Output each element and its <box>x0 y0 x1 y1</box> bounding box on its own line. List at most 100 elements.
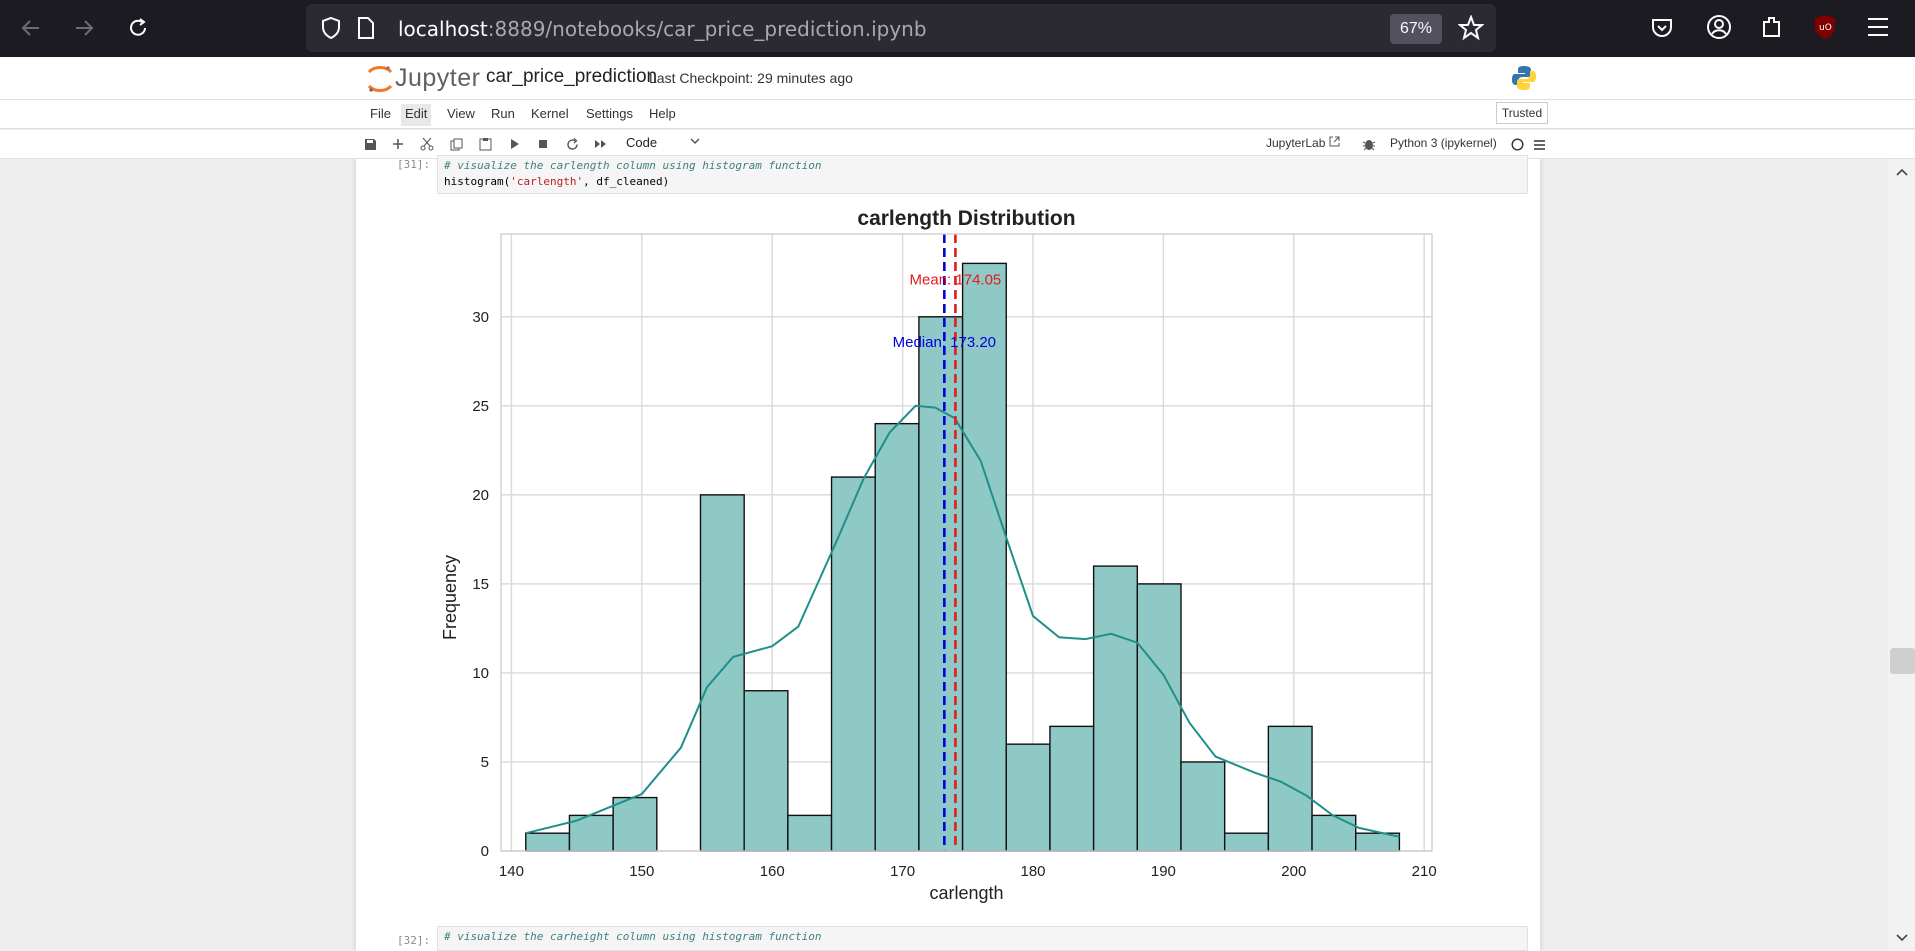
menu-kernel[interactable]: Kernel <box>531 106 569 121</box>
code-string: 'carlength' <box>510 175 584 188</box>
histogram-bar <box>1092 565 1139 852</box>
y-tick-label: 20 <box>472 487 489 504</box>
y-tick-label: 30 <box>472 309 489 326</box>
chevron-down-icon[interactable] <box>690 134 700 148</box>
restart-icon[interactable] <box>564 136 580 152</box>
y-axis-label: Frequency <box>440 555 460 640</box>
chart-title: carlength Distribution <box>857 207 1075 230</box>
y-tick-label: 5 <box>481 754 489 771</box>
jupyterlab-link-label: JupyterLab <box>1266 136 1326 150</box>
url-host: localhost <box>398 17 488 41</box>
histogram-output: carlength Distribution Mean: 174.05 Median… <box>420 200 1440 915</box>
menu-file[interactable]: File <box>370 106 391 121</box>
code-cell[interactable]: # visualize the carheight column using h… <box>437 926 1528 951</box>
x-tick-label: 160 <box>760 863 785 880</box>
histogram-bar <box>1180 761 1226 852</box>
url-path: :8889/notebooks/car_price_prediction.ipy… <box>487 17 927 41</box>
reload-icon[interactable] <box>120 10 156 46</box>
histogram-bar <box>1049 725 1095 852</box>
forward-icon[interactable] <box>66 10 102 46</box>
menu-run[interactable]: Run <box>491 106 515 121</box>
jupyter-logo-text[interactable]: Jupyter <box>395 64 481 92</box>
zoom-badge[interactable]: 67% <box>1390 14 1442 44</box>
x-tick-label: 210 <box>1412 863 1437 880</box>
histogram-chart: carlength Distribution Mean: 174.05 Median… <box>440 207 1437 903</box>
scroll-down-icon[interactable] <box>1895 930 1909 948</box>
trusted-badge[interactable]: Trusted <box>1496 102 1548 124</box>
mean-label: Mean: 174.05 <box>910 272 1002 289</box>
x-tick-label: 190 <box>1151 863 1176 880</box>
fast-forward-icon[interactable] <box>593 136 609 152</box>
copy-icon[interactable] <box>448 136 464 152</box>
browser-toolbar: localhost:8889/notebooks/car_price_predi… <box>0 0 1915 57</box>
add-cell-icon[interactable] <box>390 136 406 152</box>
jupyter-header: Jupyter car_price_prediction Last Checkp… <box>0 57 1915 99</box>
kernel-status-circle-icon <box>1511 138 1524 156</box>
url-bar[interactable]: localhost:8889/notebooks/car_price_predi… <box>306 4 1496 52</box>
median-label: Median: 173.20 <box>893 334 996 351</box>
menu-view[interactable]: View <box>447 106 475 121</box>
cell-prompt: [31]: <box>397 158 431 171</box>
run-icon[interactable] <box>507 136 523 152</box>
histogram-bar <box>1311 814 1357 852</box>
histogram-bar <box>787 814 833 852</box>
menu-settings[interactable]: Settings <box>586 106 633 121</box>
code-cell[interactable]: # visualize the carlength column using h… <box>437 155 1528 194</box>
scroll-thumb[interactable] <box>1890 648 1915 674</box>
url-text[interactable]: localhost:8889/notebooks/car_price_predi… <box>398 17 927 41</box>
y-tick-label: 10 <box>472 665 489 682</box>
histogram-bar <box>1223 832 1270 852</box>
histogram-bar <box>699 494 745 852</box>
ublock-icon[interactable]: uO <box>1813 13 1837 46</box>
histogram-bar <box>874 422 920 852</box>
jupyter-logo-icon[interactable] <box>366 66 394 97</box>
app-menu-icon[interactable] <box>1866 16 1890 43</box>
x-tick-label: 200 <box>1281 863 1306 880</box>
notebook-title[interactable]: car_price_prediction <box>486 66 658 87</box>
page-icon[interactable] <box>356 16 376 45</box>
paste-icon[interactable] <box>477 136 493 152</box>
histogram-bar <box>612 796 658 852</box>
menu-edit[interactable]: Edit <box>401 104 432 126</box>
debugger-bug-icon[interactable] <box>1362 137 1376 156</box>
cell-prompt: [32]: <box>397 934 431 947</box>
shield-icon[interactable] <box>320 16 342 45</box>
code-comment: # visualize the carheight column using h… <box>444 930 822 943</box>
scroll-up-icon[interactable] <box>1895 164 1909 182</box>
kernel-name[interactable]: Python 3 (ipykernel) <box>1390 136 1497 150</box>
property-inspector-icon[interactable] <box>1533 138 1546 156</box>
back-icon[interactable] <box>13 10 49 46</box>
x-tick-label: 180 <box>1020 863 1045 880</box>
jupyterlab-link[interactable]: JupyterLab <box>1266 136 1340 150</box>
checkpoint-status: Last Checkpoint: 29 minutes ago <box>649 70 853 86</box>
menu-bar: File Edit View Run Kernel Settings Help … <box>0 99 1915 129</box>
scrollbar[interactable] <box>1888 159 1915 951</box>
histogram-bar <box>830 476 876 852</box>
y-tick-label: 15 <box>472 576 489 593</box>
menu-help[interactable]: Help <box>649 106 676 121</box>
histogram-bar <box>1267 725 1313 852</box>
bookmark-star-icon[interactable] <box>1457 14 1485 46</box>
extensions-icon[interactable] <box>1760 14 1784 45</box>
cell-type-select[interactable]: Code <box>626 135 658 150</box>
histogram-bar <box>743 690 789 852</box>
x-tick-label: 140 <box>499 863 524 880</box>
pocket-icon[interactable] <box>1650 16 1674 45</box>
external-link-icon <box>1329 136 1340 150</box>
cut-icon[interactable] <box>419 136 435 152</box>
python-logo-icon <box>1510 64 1538 97</box>
svg-text:uO: uO <box>1819 23 1832 33</box>
x-tick-label: 150 <box>629 863 654 880</box>
y-tick-label: 25 <box>472 398 489 415</box>
code-args: , df_cleaned) <box>583 175 670 188</box>
stop-icon[interactable] <box>535 136 551 152</box>
histogram-bar <box>525 832 571 852</box>
save-icon[interactable] <box>362 136 378 152</box>
histogram-bar <box>1136 583 1182 852</box>
kde-curve <box>525 404 1400 838</box>
x-tick-label: 170 <box>890 863 915 880</box>
y-tick-label: 0 <box>481 843 489 860</box>
histogram-bar <box>961 262 1007 852</box>
x-axis-label: carlength <box>929 883 1003 903</box>
account-icon[interactable] <box>1706 14 1732 45</box>
